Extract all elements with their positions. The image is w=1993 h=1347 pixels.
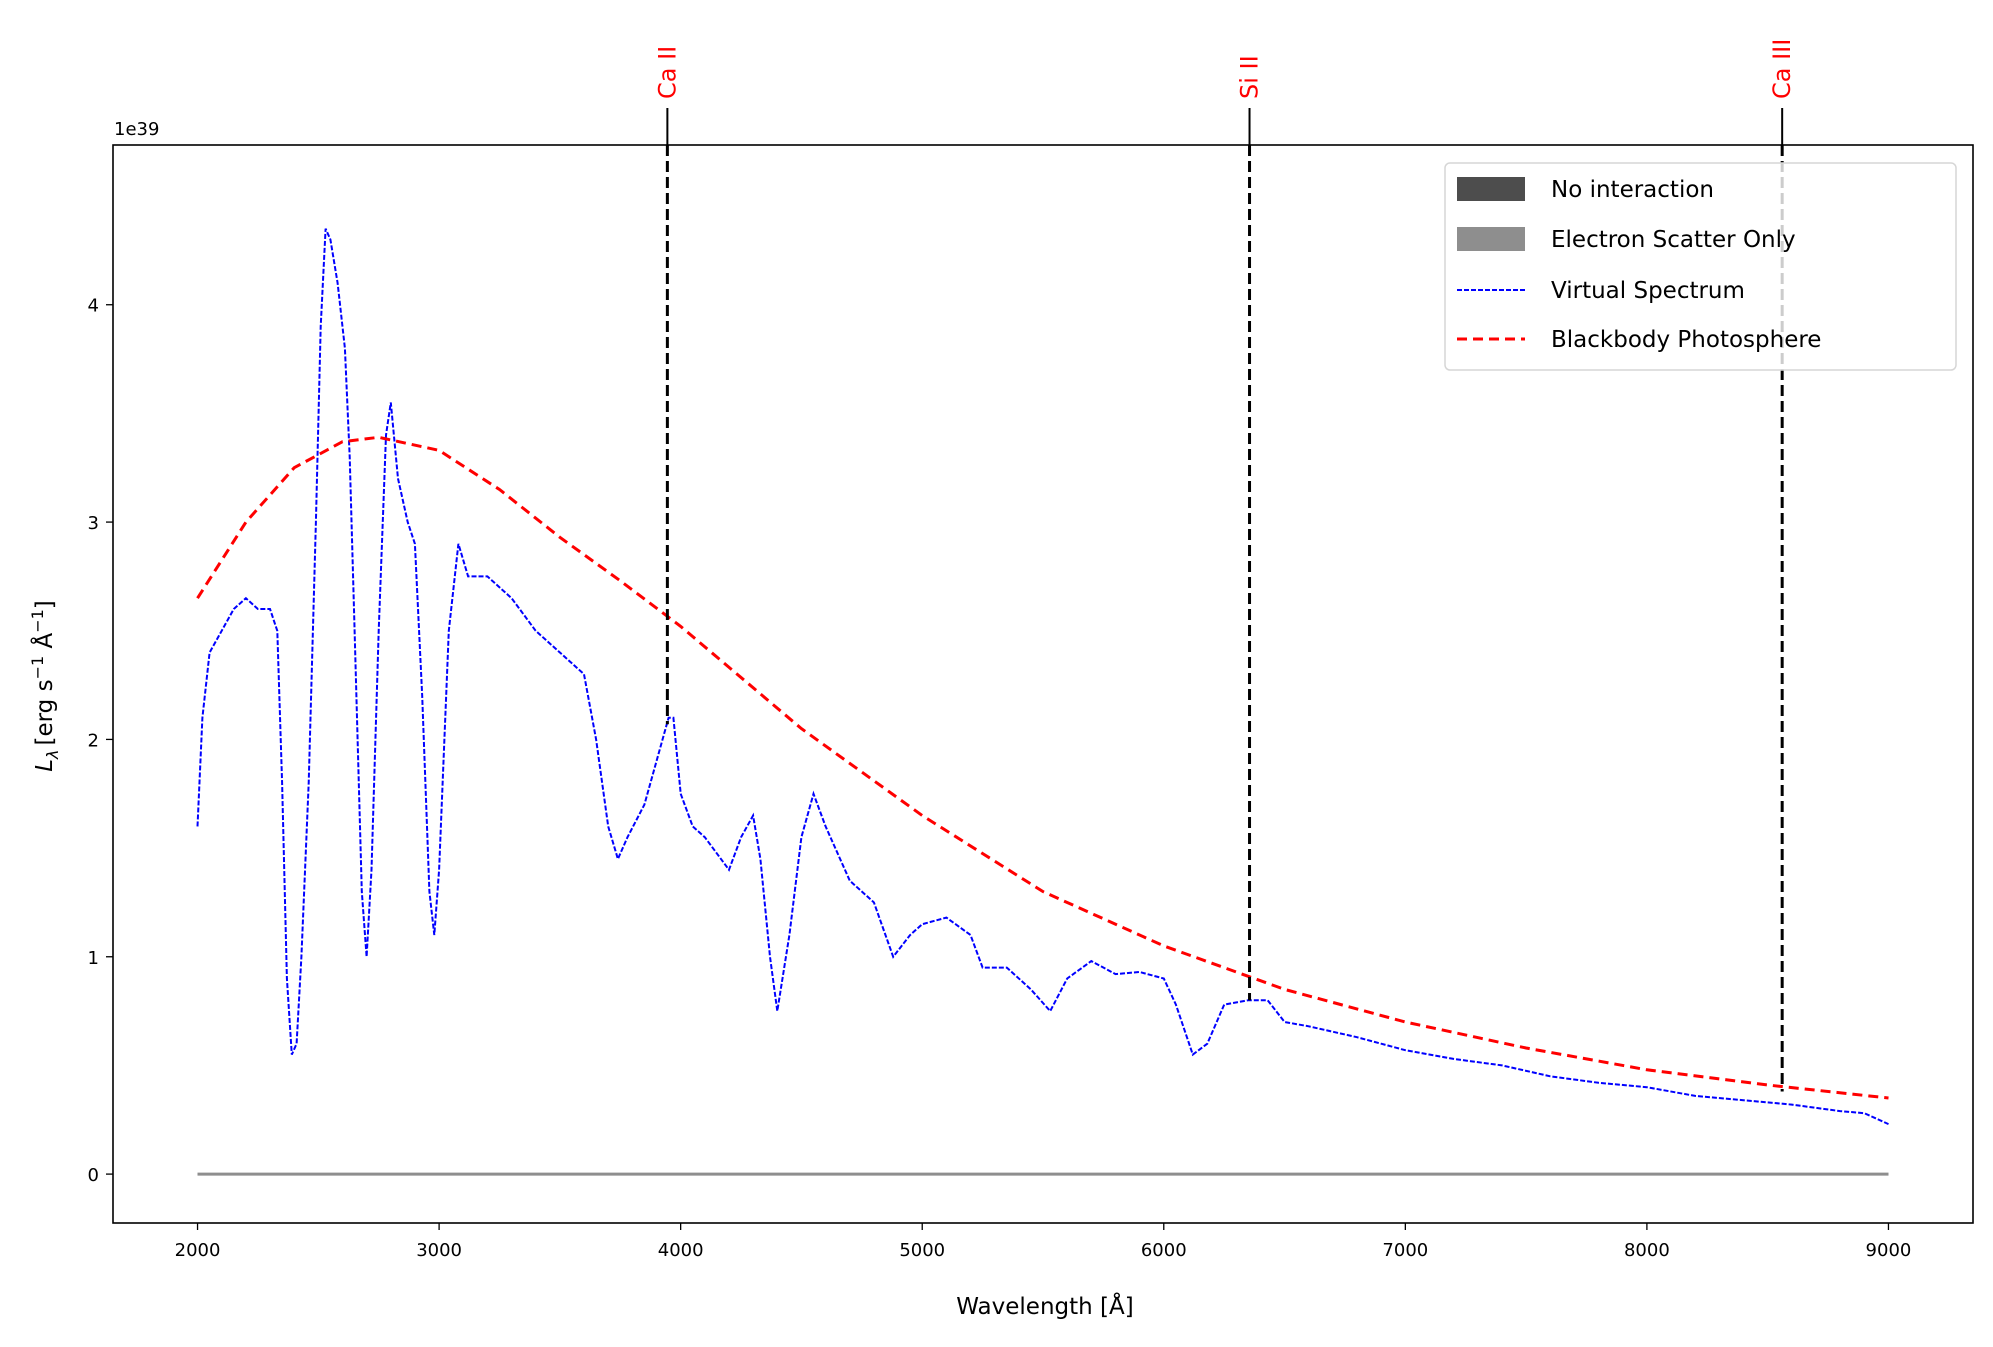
axis-ticks: 2000 3000 4000 5000 6000 7000 8000 9000 0 1 2 3 4	[88, 296, 1912, 1261]
marker-label: Si II	[1236, 55, 1264, 99]
y-tick-label: 0	[88, 1165, 99, 1186]
y-label-close: ]	[32, 600, 58, 609]
x-axis-label: Wavelength [Å]	[956, 1292, 1133, 1320]
y-label-symbol: L	[32, 759, 58, 772]
line-markers: Ca II Si II Ca III	[653, 39, 1796, 1092]
y-tick-label: 3	[88, 513, 99, 534]
series-line-blackbody-photosphere	[196, 435, 1889, 1100]
legend-swatch	[1457, 177, 1525, 201]
legend-swatch	[1457, 227, 1525, 251]
x-tick-label: 7000	[1382, 1240, 1428, 1261]
y-label-units2: Å	[30, 633, 58, 656]
legend: No interaction Electron Scatter Only Virtu…	[1444, 162, 1957, 371]
y-offset-label: 1e39	[114, 119, 159, 140]
marker-label: Ca III	[1768, 39, 1796, 99]
y-label-sub: λ	[43, 750, 62, 760]
legend-label: No interaction	[1551, 177, 1714, 203]
legend-label: Blackbody Photosphere	[1551, 327, 1821, 353]
y-label-exp1: −1	[28, 656, 47, 680]
legend-label: Electron Scatter Only	[1551, 227, 1796, 253]
series-line-virtual-spectrum	[196, 228, 1889, 1126]
x-tick-label: 2000	[175, 1240, 221, 1261]
plot-area	[196, 228, 1889, 1176]
x-tick-label: 5000	[899, 1240, 945, 1261]
x-tick-label: 3000	[416, 1240, 462, 1261]
x-tick-label: 8000	[1624, 1240, 1670, 1261]
x-tick-label: 6000	[1141, 1240, 1187, 1261]
y-tick-label: 4	[88, 296, 99, 317]
y-label-units: [erg s	[32, 679, 58, 745]
legend-label: Virtual Spectrum	[1551, 278, 1745, 304]
x-tick-label: 9000	[1866, 1240, 1912, 1261]
axes-frame	[112, 144, 1974, 1224]
y-label-exp2: −1	[28, 609, 47, 633]
y-tick-label: 2	[88, 730, 99, 751]
x-tick-label: 4000	[658, 1240, 704, 1261]
legend-frame	[1444, 162, 1957, 371]
y-tick-label: 1	[88, 948, 99, 969]
y-axis-label: Lλ[erg s−1 Å−1]	[28, 600, 62, 772]
marker-label: Ca II	[653, 46, 681, 99]
